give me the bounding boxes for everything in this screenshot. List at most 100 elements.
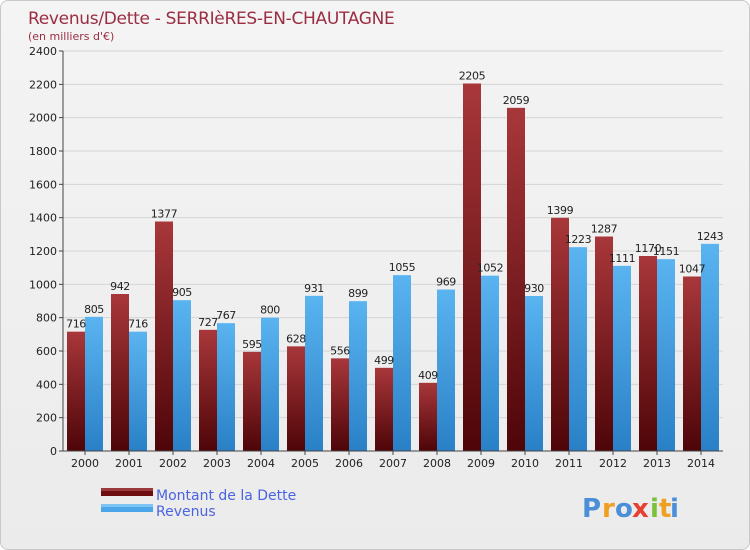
revenue-bar-value-label: 1223 — [565, 233, 592, 246]
revenue-bar-value-label: 1243 — [697, 230, 724, 243]
revenue-bar-value-label: 1111 — [609, 252, 635, 265]
legend-swatch-highlight — [101, 488, 153, 491]
y-tick-label: 2200 — [29, 78, 57, 91]
debt-bar — [199, 329, 217, 451]
debt-bar — [155, 221, 173, 451]
debt-bar — [551, 217, 569, 451]
legend-swatch — [101, 488, 153, 496]
y-tick-label: 1400 — [29, 212, 57, 225]
revenue-bar — [305, 295, 323, 451]
x-tick-label: 2007 — [379, 457, 407, 470]
y-tick-label: 1200 — [29, 245, 57, 258]
debt-bar — [243, 351, 261, 451]
debt-bar-value-label: 628 — [286, 332, 306, 345]
x-tick-label: 2003 — [203, 457, 231, 470]
legend-swatch — [101, 504, 153, 512]
x-tick-label: 2005 — [291, 457, 319, 470]
x-tick-label: 2001 — [115, 457, 143, 470]
debt-bar-value-label: 727 — [198, 316, 218, 329]
revenue-bar — [349, 301, 367, 451]
debt-bar — [375, 367, 393, 451]
logo-letter: i — [650, 494, 659, 524]
x-tick-label: 2014 — [687, 457, 715, 470]
revenue-bar — [173, 300, 191, 451]
y-tick-label: 0 — [50, 445, 57, 458]
revenue-bar — [261, 317, 279, 451]
debt-bar — [111, 294, 129, 451]
revenue-bar — [217, 323, 235, 451]
debt-bar — [287, 346, 305, 451]
revenue-bar-value-label: 969 — [436, 276, 456, 289]
legend-label: Revenus — [156, 504, 216, 520]
y-axis-ticks: 0 200 400 600 800 1000 1200 1400 1600 1800 2000 220… — [29, 45, 63, 458]
debt-bar-value-label: 1399 — [547, 204, 574, 217]
revenue-bar — [393, 275, 411, 451]
x-tick-label: 2008 — [423, 457, 451, 470]
x-tick-label: 2004 — [247, 457, 275, 470]
x-axis-labels: 2000 2001 2002 2003 2004 2005 2006 2007 2008 2009… — [71, 451, 715, 470]
logo-letter: x — [632, 494, 649, 524]
chart-subtitle: (en milliers d'€) — [28, 30, 114, 43]
debt-bar-value-label: 595 — [242, 338, 262, 351]
debt-bar-value-label: 1377 — [151, 208, 178, 221]
y-tick-label: 200 — [36, 412, 57, 425]
debt-bar — [463, 83, 481, 451]
revenue-bar — [481, 275, 499, 451]
logo-letter: P — [582, 494, 601, 524]
x-tick-label: 2010 — [511, 457, 539, 470]
debt-bar — [595, 236, 613, 451]
y-tick-label: 2400 — [29, 45, 57, 58]
logo-letter: i — [670, 494, 679, 524]
bars — [67, 83, 719, 451]
debt-bar-value-label: 2205 — [459, 70, 486, 83]
y-tick-label: 600 — [36, 345, 57, 358]
y-tick-label: 2000 — [29, 112, 57, 125]
debt-bar-value-label: 499 — [374, 354, 394, 367]
x-tick-label: 2013 — [643, 457, 671, 470]
revenue-bar-value-label: 800 — [260, 304, 280, 317]
revenue-bar-value-label: 767 — [216, 309, 236, 322]
revenue-bar — [129, 331, 147, 451]
revenue-bar — [525, 296, 543, 451]
debt-bar-value-label: 716 — [66, 318, 86, 331]
debt-bar-value-label: 1170 — [635, 242, 662, 255]
revenue-bar-value-label: 930 — [524, 282, 544, 295]
logo-letter: o — [615, 494, 633, 524]
y-tick-label: 400 — [36, 378, 57, 391]
revenue-bar-value-label: 1052 — [477, 262, 503, 275]
debt-bar-value-label: 1287 — [591, 223, 618, 236]
y-tick-label: 1600 — [29, 178, 57, 191]
revenue-bar — [85, 316, 103, 451]
revenue-bar — [437, 289, 455, 451]
logo-letter: t — [659, 494, 671, 524]
debt-bar-value-label: 556 — [330, 344, 350, 357]
revenue-bar-value-label: 805 — [84, 303, 104, 316]
debt-bar — [507, 107, 525, 451]
y-tick-label: 800 — [36, 312, 57, 325]
debt-bar-value-label: 942 — [110, 280, 130, 293]
revenue-bar-value-label: 1151 — [653, 245, 679, 258]
debt-bar-value-label: 2059 — [503, 94, 530, 107]
debt-bar — [639, 256, 657, 451]
x-tick-label: 2011 — [555, 457, 583, 470]
x-tick-label: 2000 — [71, 457, 99, 470]
legend-label: Montant de la Dette — [156, 488, 296, 504]
debt-bar — [683, 276, 701, 451]
revenue-bar-value-label: 899 — [348, 287, 368, 300]
revenue-bar — [613, 265, 631, 451]
x-tick-label: 2002 — [159, 457, 187, 470]
logo-letter: r — [602, 494, 615, 524]
x-tick-label: 2006 — [335, 457, 363, 470]
revenue-bar — [701, 243, 719, 451]
debt-bar-value-label: 409 — [418, 369, 438, 382]
debt-bar-value-label: 1047 — [679, 263, 706, 276]
revenue-bar — [569, 247, 587, 451]
revenue-bar-value-label: 716 — [128, 318, 148, 331]
chart-title: Revenus/Dette - SERRIèRES-EN-CHAUTAGNE — [28, 9, 395, 29]
debt-bar — [331, 358, 349, 451]
x-tick-label: 2009 — [467, 457, 495, 470]
